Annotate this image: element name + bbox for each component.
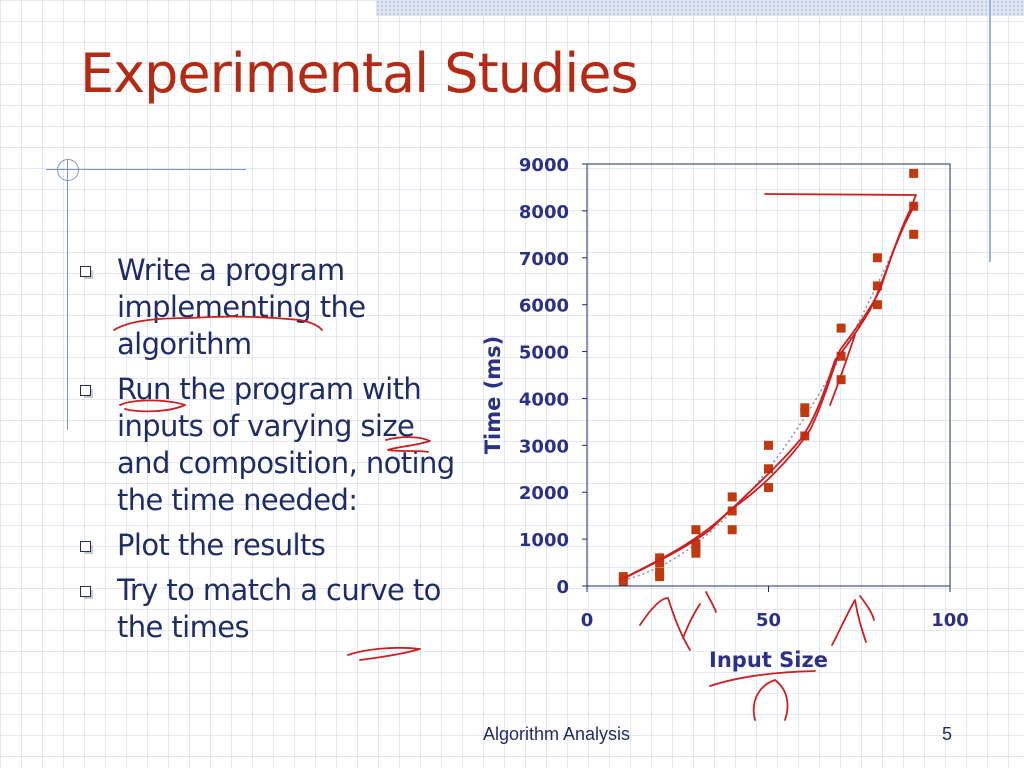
y-tick-label: 1000	[519, 530, 569, 551]
y-axis-title: Time (ms)	[481, 336, 505, 455]
y-tick-label: 0	[556, 577, 569, 598]
y-tick-label: 7000	[519, 249, 569, 270]
y-tick-label: 6000	[519, 296, 569, 317]
data-point-marker	[836, 323, 846, 333]
data-point-marker	[872, 253, 882, 263]
data-point-marker	[727, 525, 737, 535]
data-point-marker	[655, 553, 665, 563]
y-axis-ticks: 0 1000 2000 3000 4000 5000 6000 7000 8000 9000	[519, 155, 587, 598]
bullet-item: Try to match a curve to the times	[80, 572, 460, 646]
data-point-marker	[764, 440, 773, 450]
page-number: 5	[942, 724, 953, 744]
data-point-marker	[727, 492, 737, 502]
data-point-marker	[655, 567, 665, 577]
data-point-marker	[909, 229, 919, 239]
data-point-marker	[691, 525, 701, 535]
scatter-chart: 0 1000 2000 3000 4000 5000 6000 7000 8000 9000 0 5…	[481, 155, 969, 672]
data-point-marker	[872, 281, 882, 291]
square-bullet-icon	[80, 266, 93, 279]
x-axis-ticks: 0 50 100	[581, 586, 969, 631]
data-point-marker	[618, 576, 628, 586]
x-tick-label: 50	[756, 610, 781, 631]
data-point-marker	[800, 431, 810, 441]
bullet-text: Write a program implementing the algorit…	[117, 253, 366, 361]
y-tick-label: 8000	[519, 202, 569, 223]
trendline	[623, 203, 915, 581]
y-tick-label: 4000	[519, 389, 569, 410]
bullet-item: Write a program implementing the algorit…	[80, 252, 460, 363]
slide-title: Experimental Studies	[80, 42, 639, 105]
top-decorative-band	[376, 0, 1024, 16]
bullet-text: Plot the results	[117, 528, 326, 562]
bullet-list: Write a program implementing the algorit…	[80, 252, 460, 654]
data-point-marker	[836, 351, 846, 361]
data-point-marker	[909, 201, 919, 211]
data-point-marker	[727, 506, 737, 516]
decorative-horizontal-line	[46, 169, 246, 170]
bullet-item: Run the program with inputs of varying s…	[80, 371, 460, 519]
bullet-item: Plot the results	[80, 527, 460, 564]
y-tick-label: 9000	[519, 155, 569, 176]
bullet-text: Run the program with inputs of varying s…	[117, 372, 455, 517]
data-point-marker	[691, 539, 701, 549]
data-point-marker	[909, 168, 919, 178]
bullet-text: Try to match a curve to the times	[117, 573, 441, 644]
data-point-marker	[872, 300, 882, 310]
x-tick-label: 100	[931, 610, 969, 631]
data-point-marker	[764, 483, 773, 493]
right-decorative-rule	[989, 0, 991, 262]
data-point-marker	[764, 464, 773, 474]
square-bullet-icon	[80, 541, 93, 554]
square-bullet-icon	[80, 586, 93, 599]
decorative-circle	[57, 159, 79, 181]
x-axis-title: Input Size	[709, 648, 828, 672]
data-point-marker	[618, 572, 628, 582]
footer-title: Algorithm Analysis	[483, 724, 631, 744]
data-points	[618, 168, 919, 586]
square-bullet-icon	[80, 385, 93, 398]
y-tick-label: 5000	[519, 343, 569, 364]
y-tick-label: 3000	[519, 436, 569, 457]
decorative-vertical-line	[67, 160, 68, 430]
plot-area-frame	[586, 163, 951, 587]
data-point-marker	[800, 403, 810, 413]
data-point-marker	[836, 375, 846, 385]
trendline-group	[623, 203, 915, 581]
y-tick-label: 2000	[519, 483, 569, 504]
x-tick-label: 0	[581, 610, 594, 631]
